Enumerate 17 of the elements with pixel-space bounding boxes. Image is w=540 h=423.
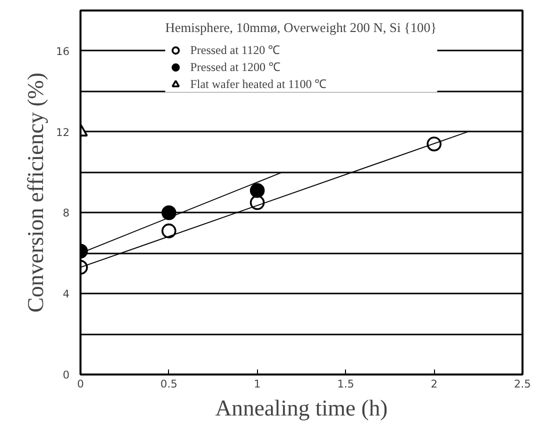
legend-label: Flat wafer heated at 1100 ℃ <box>190 76 327 92</box>
legend-label: Pressed at 1120 ℃ <box>190 42 280 58</box>
y-tick-label: 12 <box>56 126 70 139</box>
x-axis-title: Annealing time (h) <box>215 396 388 420</box>
x-tick-label: 0.5 <box>160 378 178 390</box>
y-tick-label: 4 <box>62 288 70 301</box>
legend-title: Hemisphere, 10mmø, Overweight 200 N, Si {100} <box>165 20 437 36</box>
y-tick-label: 0 <box>62 368 70 382</box>
y-axis-title: Conversion efficiency (%) <box>22 72 48 312</box>
y-tick-label: 8 <box>62 206 70 220</box>
x-tick-label: 0 <box>77 378 84 390</box>
x-tick-label: 2.5 <box>514 378 531 390</box>
x-tick-label: 1.5 <box>337 378 354 390</box>
x-tick-label: 1 <box>254 378 261 390</box>
legend-label: Pressed at 1200 ℃ <box>190 59 281 75</box>
y-tick-label: 16 <box>56 44 70 58</box>
x-tick-label: 2 <box>430 378 438 390</box>
